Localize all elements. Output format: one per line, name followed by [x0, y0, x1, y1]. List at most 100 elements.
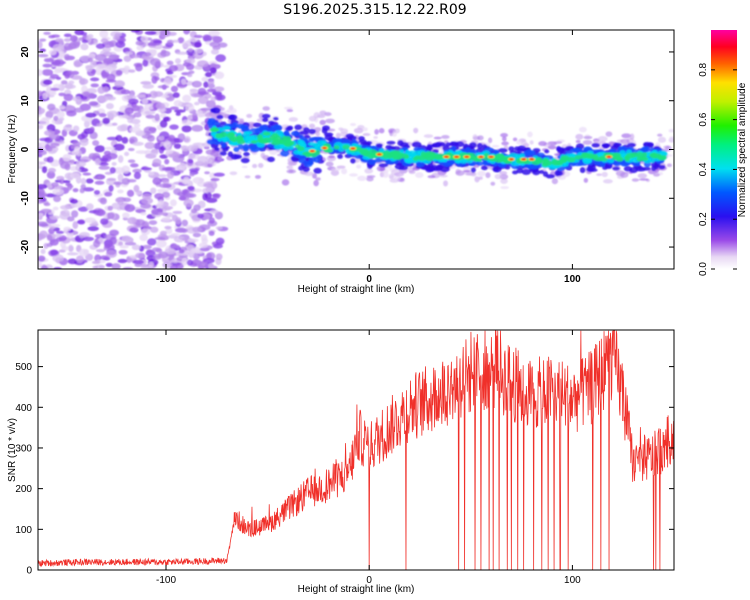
ridge-blob [635, 167, 646, 172]
ridge-blob [219, 121, 227, 126]
noise-blob [189, 88, 199, 93]
noise-blob [154, 76, 160, 81]
ridge-blob [517, 145, 526, 151]
noise-blob [188, 153, 200, 160]
ridge-blob [248, 145, 258, 151]
noise-blob [94, 53, 107, 62]
ridge-blob [272, 136, 279, 141]
noise-blob [159, 30, 171, 37]
ridge-halo-blob [583, 135, 593, 140]
noise-blob [107, 212, 115, 220]
noise-blob [97, 86, 106, 94]
noise-blob [80, 178, 87, 185]
ridge-halo-blob [357, 175, 367, 181]
noise-blob [46, 182, 54, 189]
colorbar: 0.0 0.2 0.4 0.6 0.8 Normalized spectral ampl… [698, 30, 748, 276]
noise-blob [197, 91, 210, 95]
noise-blob [64, 71, 70, 79]
noise-blob [152, 256, 161, 260]
spectrogram-y-axis-label: Frequency (Hz) [7, 115, 18, 184]
ridge-blob [612, 142, 622, 147]
noise-blob [187, 73, 193, 78]
noise-blob [128, 69, 136, 73]
ridge-blob [274, 124, 283, 131]
noise-blob [128, 98, 139, 105]
noise-blob [181, 178, 190, 185]
noise-blob [102, 117, 111, 125]
ridge-blob [574, 155, 583, 160]
noise-blob [40, 248, 46, 255]
noise-blob [106, 152, 118, 160]
noise-blob [63, 180, 71, 184]
noise-blob [83, 120, 90, 128]
noise-blob [91, 260, 101, 265]
spectrogram-y-tick-label: -10 [20, 191, 31, 206]
noise-blob [140, 35, 149, 43]
noise-blob [97, 95, 109, 103]
noise-blob [165, 227, 173, 235]
noise-blob [194, 101, 200, 106]
noise-blob [168, 74, 178, 78]
ridge-blob [215, 132, 224, 139]
noise-blob [213, 38, 223, 43]
ridge-blob [354, 154, 363, 159]
noise-blob [111, 161, 117, 166]
noise-blob [99, 30, 109, 38]
ridge-halo-blob [309, 123, 316, 129]
noise-blob [214, 94, 226, 101]
noise-blob [187, 238, 199, 243]
ridge-blob [256, 127, 266, 132]
ridge-halo-blob [653, 173, 660, 177]
noise-blob [193, 204, 201, 212]
noise-blob [117, 173, 124, 182]
noise-blob [158, 136, 165, 141]
ridge-blob [594, 156, 604, 162]
noise-blob [140, 228, 151, 236]
ridge-blob [227, 114, 238, 121]
noise-blob [169, 106, 180, 110]
noise-blob [95, 43, 106, 49]
noise-blob [159, 183, 171, 189]
noise-blob [104, 191, 113, 197]
noise-blob [106, 136, 119, 141]
noise-blob [190, 247, 196, 254]
noise-blob [162, 116, 170, 122]
noise-blob [49, 226, 56, 230]
ridge-halo-blob [500, 186, 510, 189]
ridge-blob [545, 174, 556, 179]
ridge-halo-blob [205, 155, 216, 161]
ridge-halo-blob [499, 173, 509, 180]
noise-blob [52, 254, 64, 263]
noise-blob [38, 184, 48, 190]
ridge-blob [392, 154, 399, 160]
ridge-blob [636, 152, 644, 158]
noise-blob [116, 124, 127, 132]
noise-blob [46, 156, 54, 163]
noise-blob [72, 96, 83, 102]
ridge-halo-blob [331, 167, 341, 172]
ridge-halo-blob [413, 127, 419, 134]
ridge-blob [556, 145, 562, 152]
ridge-halo-blob [407, 166, 415, 173]
noise-blob [71, 210, 79, 218]
noise-blob [180, 145, 190, 152]
ridge-blob [404, 157, 415, 164]
ridge-blob [481, 165, 488, 171]
noise-blob [58, 92, 66, 97]
noise-blob [135, 63, 143, 72]
ridge-peak [310, 149, 315, 153]
noise-blob [187, 47, 193, 52]
noise-blob [112, 122, 118, 126]
noise-blob [215, 226, 223, 230]
ridge-blob [221, 142, 227, 148]
ridge-blob [219, 151, 227, 156]
noise-blob [214, 71, 225, 80]
noise-blob [63, 33, 72, 38]
ridge-blob [426, 144, 433, 149]
ridge-halo-blob [319, 110, 327, 115]
ridge-blob [298, 159, 307, 164]
noise-blob [38, 107, 46, 115]
ridge-blob [420, 151, 427, 158]
noise-blob [109, 40, 118, 48]
ridge-halo-blob [325, 161, 334, 167]
